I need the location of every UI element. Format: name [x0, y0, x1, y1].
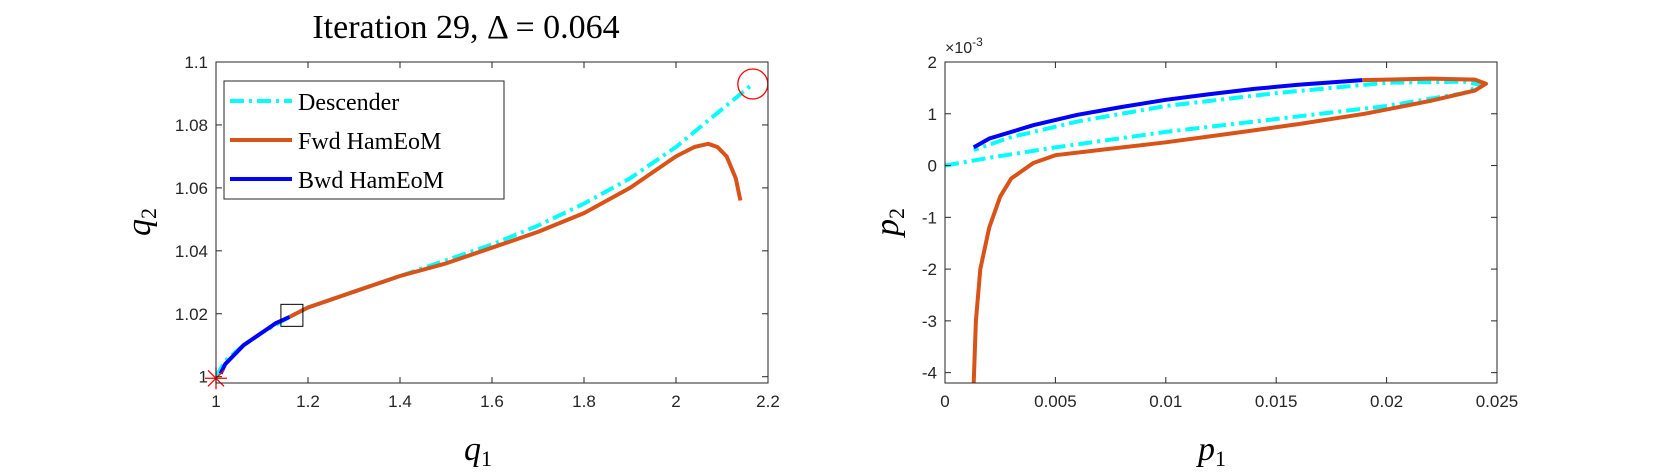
left-series-fwd-hameom	[288, 141, 743, 319]
left-series-bwd-hameom	[218, 315, 291, 375]
right-plot-marks	[945, 76, 1488, 383]
right-y-tick-label: -1	[922, 208, 937, 227]
right-y-tick-label: 1	[928, 105, 937, 124]
left-x-tick-label: 1.6	[480, 392, 504, 411]
left-y-tick-label: 1	[199, 368, 208, 387]
left-y-axis-label: q2	[121, 208, 161, 236]
left-x-tick-label: 2.2	[756, 392, 780, 411]
left-y-tick-label: 1.1	[184, 53, 208, 72]
left-plot-q1-q2: Iteration 29, Δ = 0.064 1 1.2 1.4 1.6 1.8 2 2.…	[121, 9, 780, 471]
left-y-tick-label: 1.06	[175, 179, 208, 198]
left-x-tick-label: 1.2	[296, 392, 320, 411]
right-y-tick-label: 2	[928, 53, 937, 72]
right-x-tick-label: 0.01	[1149, 392, 1182, 411]
legend-label-fwd-hameom: Fwd HamEoM	[298, 129, 441, 155]
legend: Descender Fwd HamEoM Bwd HamEoM	[223, 80, 505, 200]
right-x-axis-label: p1	[1196, 431, 1226, 471]
left-y-tick-label: 1.04	[175, 242, 208, 261]
right-x-tick-label: 0.015	[1255, 392, 1298, 411]
right-y-axis-label: p2	[869, 208, 909, 238]
left-x-axis-label: q1	[464, 431, 492, 471]
right-y-tick-label: 0	[928, 157, 937, 176]
left-plot-marks	[205, 68, 769, 390]
right-x-tick-label: 0.025	[1476, 392, 1519, 411]
legend-label-bwd-hameom: Bwd HamEoM	[298, 168, 444, 194]
left-x-tick-label: 2	[671, 392, 680, 411]
chart-title: Iteration 29, Δ = 0.064	[312, 9, 619, 46]
left-ticks: 1 1.2 1.4 1.6 1.8 2 2.2 1 1.02 1.04 1.06 1.08 1.1	[175, 53, 780, 411]
right-x-tick-label: 0.02	[1370, 392, 1403, 411]
left-y-tick-label: 1.08	[175, 116, 208, 135]
right-series-fwd-hameom	[971, 76, 1488, 383]
legend-label-descender: Descender	[298, 90, 399, 116]
right-plot-p1-p2: 0 0.005 0.01 0.015 0.02 0.025 -4 -3 -2 -1 0 1 2 ×10-…	[869, 35, 1518, 471]
right-axes-box	[944, 61, 1498, 384]
right-series-bwd-hameom	[972, 78, 1363, 150]
right-y-tick-label: -3	[922, 312, 937, 331]
right-x-tick-label: 0.005	[1034, 392, 1077, 411]
left-x-tick-label: 1.8	[572, 392, 596, 411]
left-x-tick-label: 1.4	[388, 392, 412, 411]
right-x-tick-label: 0	[940, 392, 949, 411]
right-y-tick-label: -4	[922, 364, 937, 383]
left-y-tick-label: 1.02	[175, 305, 208, 324]
right-y-tick-label: -2	[922, 260, 937, 279]
y-exponent-label: ×10-3	[945, 35, 983, 57]
junction-square-marker	[280, 303, 304, 327]
right-ticks: 0 0.005 0.01 0.015 0.02 0.025 -4 -3 -2 -1 0 1 2	[922, 53, 1518, 411]
left-x-tick-label: 1	[211, 392, 220, 411]
